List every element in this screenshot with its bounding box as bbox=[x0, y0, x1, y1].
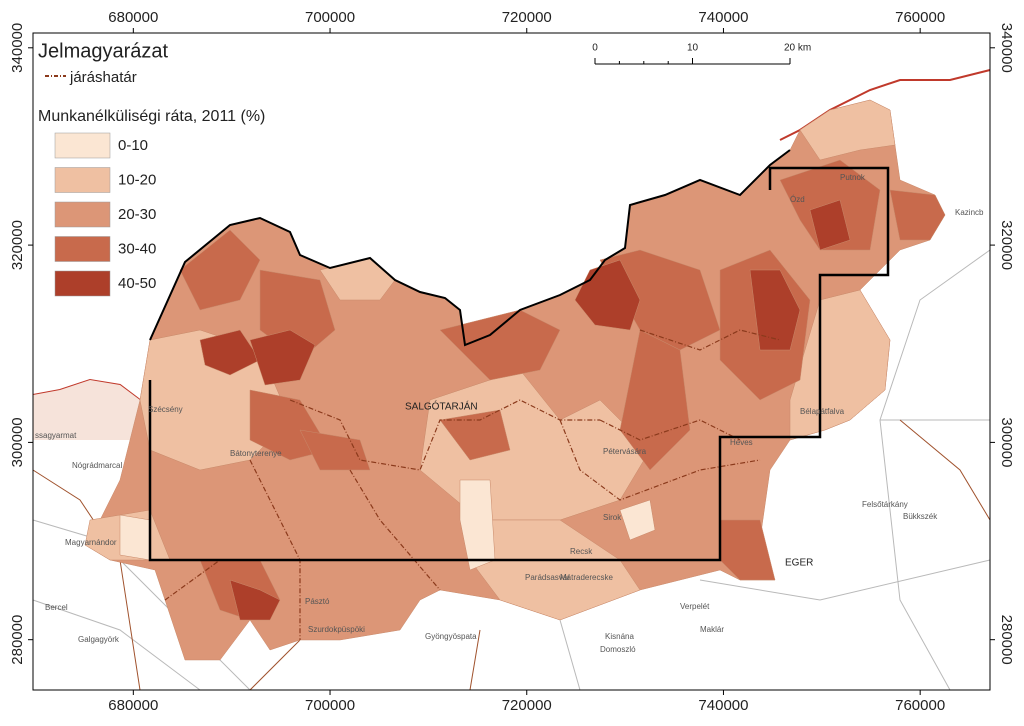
road bbox=[32, 599, 201, 691]
place-label: Sirok bbox=[603, 513, 622, 522]
region bbox=[229, 579, 281, 621]
place-label: Galgagyörk bbox=[78, 635, 120, 644]
legend-subtitle: Munkanélküliségi ráta, 2011 (%) bbox=[38, 108, 265, 125]
y-tick-label-right: 320000 bbox=[998, 220, 1015, 270]
district-boundary bbox=[164, 559, 280, 601]
legend-swatch bbox=[54, 270, 111, 297]
district-boundary bbox=[289, 399, 600, 471]
y-tick-label-right: 340000 bbox=[998, 23, 1015, 73]
district-boundary bbox=[249, 459, 301, 640]
place-label: ssagyarmat bbox=[35, 431, 77, 440]
x-tick-label-top: 700000 bbox=[305, 9, 355, 26]
place-label: Szurdokpüspöki bbox=[308, 625, 365, 634]
place-label: Mátraderecske bbox=[560, 573, 613, 582]
x-tick-label-bottom: 740000 bbox=[698, 697, 748, 714]
region bbox=[809, 199, 851, 251]
study-area bbox=[148, 166, 890, 562]
place-label: Verpelét bbox=[680, 602, 710, 611]
y-tick-label-left: 340000 bbox=[9, 23, 26, 73]
place-label: Pásztó bbox=[305, 597, 330, 606]
region bbox=[179, 229, 261, 311]
place-label: Nógrádmarcal bbox=[72, 461, 122, 470]
district-boundary-outside bbox=[899, 419, 991, 521]
place-label: Pétervására bbox=[603, 447, 647, 456]
legend-label: 20-30 bbox=[118, 206, 156, 223]
legend-label: 40-50 bbox=[118, 275, 156, 292]
district-boundary-outside bbox=[469, 629, 481, 691]
place-label: Bükkszék bbox=[903, 512, 938, 521]
place-label: Bercel bbox=[45, 603, 68, 612]
scale-label: 20 km bbox=[784, 43, 811, 54]
road bbox=[559, 619, 581, 691]
place-label: Putnok bbox=[840, 173, 866, 182]
y-tick-label-right: 300000 bbox=[998, 417, 1015, 467]
place-label: Recsk bbox=[570, 547, 593, 556]
region bbox=[799, 99, 896, 161]
x-tick-label-bottom: 700000 bbox=[305, 697, 355, 714]
map-frame bbox=[32, 32, 991, 691]
y-tick-label-right: 280000 bbox=[998, 615, 1015, 665]
legend-swatch bbox=[54, 132, 111, 159]
place-label: Maklár bbox=[700, 625, 724, 634]
place-label: Gyöngyöspata bbox=[425, 632, 477, 641]
region bbox=[119, 514, 151, 561]
boundary-label: járáshatár bbox=[69, 69, 137, 86]
region bbox=[459, 479, 496, 571]
y-tick-label-left: 300000 bbox=[9, 417, 26, 467]
place-label: Heves bbox=[730, 438, 753, 447]
place-label: Kazincb bbox=[955, 208, 984, 217]
place-label: Bélapátfalva bbox=[800, 407, 845, 416]
x-tick-label-bottom: 760000 bbox=[895, 697, 945, 714]
legend-label: 10-20 bbox=[118, 171, 156, 188]
legend-title: Jelmagyarázat bbox=[38, 40, 169, 62]
district-boundary bbox=[599, 419, 741, 441]
place-label: Magyarnándor bbox=[65, 538, 117, 547]
district-boundary-outside bbox=[249, 639, 301, 691]
place-label: Felsőtárkány bbox=[862, 500, 908, 509]
scale-label: 0 bbox=[592, 43, 598, 54]
region bbox=[249, 329, 316, 386]
legend-swatch bbox=[54, 201, 111, 228]
region bbox=[199, 329, 261, 376]
y-tick-label-left: 320000 bbox=[9, 220, 26, 270]
legend-label: 0-10 bbox=[118, 137, 148, 154]
region bbox=[789, 289, 891, 441]
place-label: Parádsasvár bbox=[525, 573, 570, 582]
place-label: Ózd bbox=[790, 195, 805, 204]
region bbox=[749, 269, 801, 351]
x-tick-label-bottom: 720000 bbox=[502, 697, 552, 714]
place-label: SALGÓTARJÁN bbox=[405, 400, 478, 413]
place-label: Kisnána bbox=[605, 632, 634, 641]
place-label: Bátonyterenye bbox=[230, 449, 282, 458]
district-boundary bbox=[559, 419, 761, 501]
region bbox=[619, 499, 656, 541]
x-tick-label-top: 740000 bbox=[698, 9, 748, 26]
x-tick-label-top: 680000 bbox=[108, 9, 158, 26]
county-boundary bbox=[149, 149, 791, 347]
place-label: Szécsény bbox=[148, 405, 183, 414]
x-tick-label-top: 720000 bbox=[502, 9, 552, 26]
x-tick-label-bottom: 680000 bbox=[108, 697, 158, 714]
x-tick-label-top: 760000 bbox=[895, 9, 945, 26]
y-tick-label-left: 280000 bbox=[9, 615, 26, 665]
legend-swatch bbox=[54, 236, 111, 262]
region bbox=[439, 309, 561, 381]
district-boundary bbox=[639, 329, 781, 351]
place-label: EGER bbox=[785, 558, 813, 569]
map-area: SALGÓTARJÁN EGER Pásztó Pétervására Bélapátf… bbox=[32, 69, 991, 691]
region bbox=[439, 409, 511, 461]
scale-label: 10 bbox=[687, 43, 699, 54]
legend-label: 30-40 bbox=[118, 240, 156, 257]
legend-swatch bbox=[54, 167, 111, 193]
region bbox=[299, 429, 371, 471]
region bbox=[619, 329, 691, 471]
place-label: Domoszló bbox=[600, 645, 636, 654]
legend: Jelmagyarázat járáshatár Munkanélküliség… bbox=[38, 40, 265, 297]
road bbox=[699, 559, 991, 601]
neighbour-area bbox=[33, 380, 140, 440]
region bbox=[889, 189, 946, 241]
